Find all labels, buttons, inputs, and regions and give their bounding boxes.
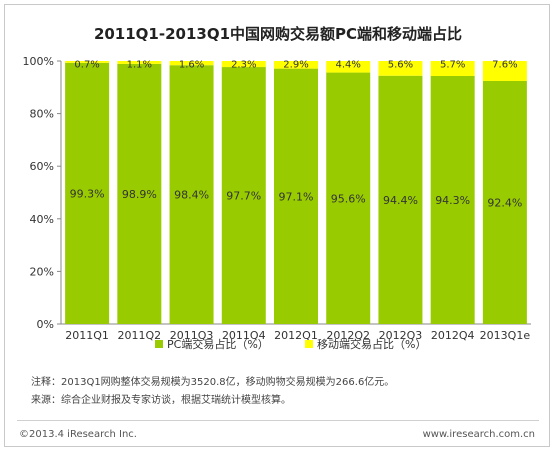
data-label-mobile: 5.6% <box>388 60 413 71</box>
footer-divider <box>17 420 539 421</box>
x-tick-label: 2012Q3 <box>379 329 423 342</box>
legend-label: 移动端交易占比（%） <box>317 337 426 351</box>
data-label-mobile: 4.4% <box>336 60 361 71</box>
chart-title: 2011Q1-2013Q1中国网购交易额PC端和移动端占比 <box>93 25 463 43</box>
bar-pc-segment <box>274 68 318 324</box>
bar-pc-segment <box>378 75 423 324</box>
data-label-mobile: 2.9% <box>283 60 308 71</box>
chart-frame: 2011Q1-2013Q1中国网购交易额PC端和移动端占比 0% 20% 40% 60… <box>4 4 550 447</box>
bar-pc-segment <box>65 62 110 324</box>
x-tick-label: 2011Q1 <box>65 329 109 342</box>
bar-pc-segment <box>221 67 266 324</box>
bar-pc-segment <box>430 75 475 324</box>
bar-pc-segment <box>169 65 214 324</box>
y-tick-label: 60% <box>30 160 54 173</box>
bar-mobile-segment <box>65 61 110 63</box>
data-label-mobile: 1.1% <box>127 60 152 71</box>
data-label-pc: 97.1% <box>279 190 314 203</box>
footer-website[interactable]: www.iresearch.com.cn <box>422 429 535 440</box>
y-tick-label: 20% <box>30 265 54 278</box>
data-label-mobile: 2.3% <box>231 60 256 71</box>
bar-pc-segment <box>117 63 162 324</box>
data-label-pc: 92.4% <box>487 196 522 209</box>
data-label-mobile: 5.7% <box>440 60 465 71</box>
legend-label: PC端交易占比（%） <box>167 337 269 351</box>
legend-swatch <box>305 340 313 348</box>
bar-mobile-segment <box>117 61 162 64</box>
footer-copyright: ©2013.4 iResearch Inc. <box>19 429 137 440</box>
data-label-mobile: 1.6% <box>179 60 204 71</box>
x-tick-label: 2012Q2 <box>326 329 370 342</box>
chart-note: 注释：2013Q1网购整体交易规模为3520.8亿，移动购物交易规模为266.6… <box>31 377 395 388</box>
data-label-mobile: 7.6% <box>492 60 517 71</box>
y-tick-label: 100% <box>23 55 54 68</box>
y-tick-label: 0% <box>37 318 54 331</box>
legend-swatch <box>155 340 163 348</box>
x-tick-label: 2011Q3 <box>170 329 214 342</box>
data-label-pc: 99.3% <box>70 187 105 200</box>
x-tick-label: 2011Q2 <box>118 329 162 342</box>
x-tick-label: 2011Q4 <box>222 329 266 342</box>
data-label-mobile: 0.7% <box>74 60 99 71</box>
bar-pc-segment <box>482 80 527 324</box>
x-tick-label: 2012Q1 <box>274 329 318 342</box>
y-tick-label: 80% <box>30 108 54 121</box>
data-label-pc: 97.7% <box>226 190 261 203</box>
bar-mobile-segment <box>430 61 475 76</box>
bar-mobile-segment <box>274 61 318 69</box>
chart-source: 来源：综合企业财报及专家访谈，根据艾瑞统计模型核算。 <box>31 395 291 406</box>
stacked-bar-chart: 0% 20% 40% 60% 80% 100% 99.3% 0.7% 2011Q1 98.9% 1.… <box>23 55 531 351</box>
x-tick-label: 2012Q4 <box>431 329 475 342</box>
data-label-pc: 94.4% <box>383 194 418 207</box>
bar-mobile-segment <box>221 61 266 68</box>
data-label-pc: 98.4% <box>174 189 209 202</box>
y-tick-label: 40% <box>30 213 54 226</box>
x-tick-label: 2013Q1e <box>480 329 531 342</box>
data-label-pc: 94.3% <box>435 194 470 207</box>
data-label-pc: 98.9% <box>122 188 157 201</box>
bar-mobile-segment <box>169 61 214 66</box>
bar-mobile-segment <box>482 61 527 81</box>
bar-mobile-segment <box>326 61 371 73</box>
bar-mobile-segment <box>378 61 423 76</box>
data-label-pc: 95.6% <box>331 192 366 205</box>
bar-pc-segment <box>326 72 371 325</box>
